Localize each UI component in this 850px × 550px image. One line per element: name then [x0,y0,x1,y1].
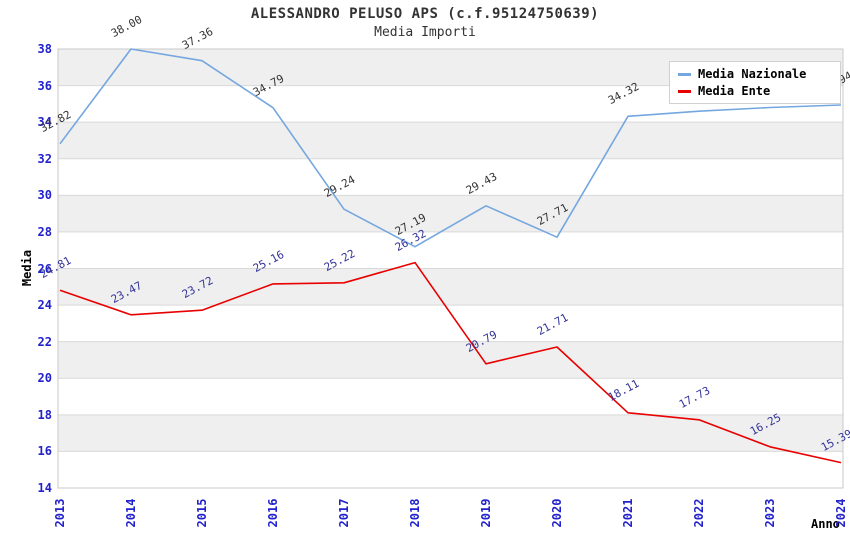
x-tick-label: 2022 [692,498,706,528]
legend-swatch-red-line-icon [678,89,691,93]
y-tick-label: 18 [37,407,52,422]
band [58,268,843,306]
y-tick-label: 38 [37,42,52,56]
x-tick-label: 2014 [124,498,138,528]
plot-border [57,48,844,489]
x-tick-label: 2024 [834,498,848,528]
series-line-ente [59,261,842,464]
legend-swatch-blue-line-icon [678,72,691,76]
series-line-nazionale [59,48,842,248]
chart-legend: Media Nazionale Media Ente [669,61,841,104]
legend-label: Media Nazionale [698,67,807,81]
x-tick-label: 2015 [195,498,209,528]
x-tick-label: 2020 [550,498,564,528]
band [58,414,843,452]
legend-label: Media Ente [698,84,771,98]
y-tick-label: 20 [37,371,52,386]
x-tick-label: 2018 [408,498,422,528]
x-tick-label: 2016 [266,498,280,528]
x-tick-label: 2021 [621,498,635,528]
y-tick-label: 34 [37,115,52,130]
chart-title: ALESSANDRO PELUSO APS (c.f.95124750639) [250,6,600,22]
band [58,122,843,159]
y-tick-label: 30 [37,188,52,203]
y-tick-label: 16 [37,444,52,459]
chart-subtitle: Media Importi [374,25,476,40]
y-tick-label: 26 [37,261,52,276]
x-tick-label: 2023 [763,498,777,528]
legend-item-media-nazionale: Media Nazionale [678,66,840,82]
band [58,341,843,379]
y-tick-label: 24 [37,298,52,313]
y-tick-label: 14 [37,481,52,495]
y-tick-label: 28 [37,224,52,239]
x-tick-label: 2019 [479,498,493,528]
legend-item-media-ente: Media Ente [678,83,840,99]
y-tick-label: 36 [37,78,52,93]
y-tick-label: 32 [37,151,52,166]
x-tick-label: 2017 [337,498,351,528]
x-axis-title: Anno [811,517,840,531]
y-tick-label: 22 [37,334,52,349]
x-tick-label: 2013 [53,498,67,528]
